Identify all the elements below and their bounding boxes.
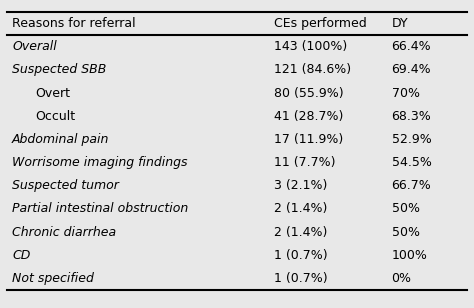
Text: Chronic diarrhea: Chronic diarrhea [12,226,116,239]
Text: 1 (0.7%): 1 (0.7%) [274,272,328,285]
Text: 3 (2.1%): 3 (2.1%) [274,179,328,192]
Text: 80 (55.9%): 80 (55.9%) [274,87,344,99]
Text: 143 (100%): 143 (100%) [274,40,348,53]
Text: 68.3%: 68.3% [392,110,431,123]
Text: 11 (7.7%): 11 (7.7%) [274,156,336,169]
Text: Occult: Occult [36,110,76,123]
Text: 100%: 100% [392,249,428,262]
Text: DY: DY [392,17,408,30]
Text: Abdominal pain: Abdominal pain [12,133,109,146]
Text: 17 (11.9%): 17 (11.9%) [274,133,344,146]
Text: Overt: Overt [36,87,71,99]
Text: Overall: Overall [12,40,57,53]
Text: CD: CD [12,249,30,262]
Text: Worrisome imaging findings: Worrisome imaging findings [12,156,188,169]
Text: 69.4%: 69.4% [392,63,431,76]
Text: 66.7%: 66.7% [392,179,431,192]
Text: 121 (84.6%): 121 (84.6%) [274,63,352,76]
Text: 52.9%: 52.9% [392,133,431,146]
Text: 41 (28.7%): 41 (28.7%) [274,110,344,123]
Text: 2 (1.4%): 2 (1.4%) [274,226,328,239]
Text: Reasons for referral: Reasons for referral [12,17,136,30]
Text: 1 (0.7%): 1 (0.7%) [274,249,328,262]
Text: 50%: 50% [392,226,419,239]
Text: Not specified: Not specified [12,272,94,285]
Text: CEs performed: CEs performed [274,17,367,30]
Text: Suspected SBB: Suspected SBB [12,63,107,76]
Text: 0%: 0% [392,272,411,285]
Text: Suspected tumor: Suspected tumor [12,179,119,192]
Text: 54.5%: 54.5% [392,156,431,169]
Text: Partial intestinal obstruction: Partial intestinal obstruction [12,202,188,215]
Text: 2 (1.4%): 2 (1.4%) [274,202,328,215]
Text: 70%: 70% [392,87,419,99]
Text: 50%: 50% [392,202,419,215]
Text: 66.4%: 66.4% [392,40,431,53]
